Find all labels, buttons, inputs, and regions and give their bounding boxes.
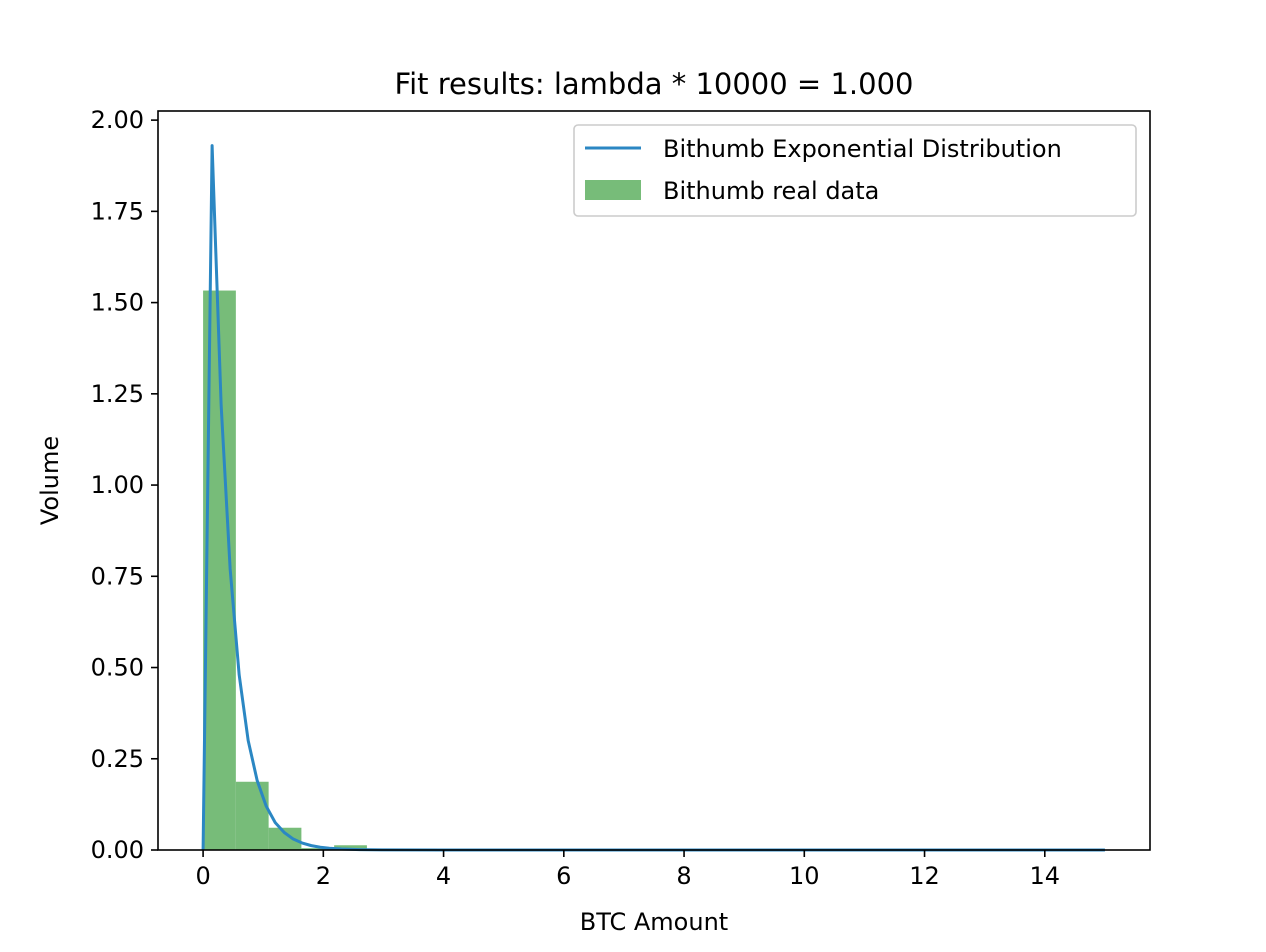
x-tick-label: 0 xyxy=(195,862,210,890)
y-axis-ticks: 0.00 0.25 0.50 0.75 1.00 1.25 1.50 1.75 2.00 xyxy=(91,106,158,864)
x-axis-label: BTC Amount xyxy=(580,908,728,936)
x-tick-label: 6 xyxy=(556,862,571,890)
x-tick-label: 2 xyxy=(316,862,331,890)
x-tick-label: 12 xyxy=(909,862,940,890)
legend-bar-swatch xyxy=(585,180,641,200)
x-tick-label: 14 xyxy=(1030,862,1061,890)
y-tick-label: 1.00 xyxy=(91,471,144,499)
y-tick-label: 1.75 xyxy=(91,197,144,225)
histogram-bars xyxy=(203,291,465,850)
x-tick-label: 8 xyxy=(676,862,691,890)
x-axis-ticks: 0 2 4 6 8 10 12 14 xyxy=(195,850,1060,890)
y-tick-label: 0.50 xyxy=(91,654,144,682)
legend-line-label: Bithumb Exponential Distribution xyxy=(663,135,1062,163)
y-tick-label: 0.75 xyxy=(91,562,144,590)
fit-line-layer xyxy=(203,146,1105,850)
fit-line xyxy=(203,146,1105,850)
y-tick-label: 1.50 xyxy=(91,289,144,317)
legend: Bithumb Exponential Distribution Bithumb… xyxy=(574,125,1136,216)
axes-frame xyxy=(158,111,1150,850)
y-axis-label: Volume xyxy=(36,436,64,525)
y-tick-label: 0.00 xyxy=(91,836,144,864)
x-tick-label: 10 xyxy=(789,862,820,890)
histogram-bar-1 xyxy=(236,782,269,850)
x-tick-label: 4 xyxy=(436,862,451,890)
chart-title: Fit results: lambda * 10000 = 1.000 xyxy=(395,67,914,101)
legend-bar-label: Bithumb real data xyxy=(663,177,879,205)
y-tick-label: 1.25 xyxy=(91,380,144,408)
y-tick-label: 2.00 xyxy=(91,106,144,134)
y-tick-label: 0.25 xyxy=(91,745,144,773)
